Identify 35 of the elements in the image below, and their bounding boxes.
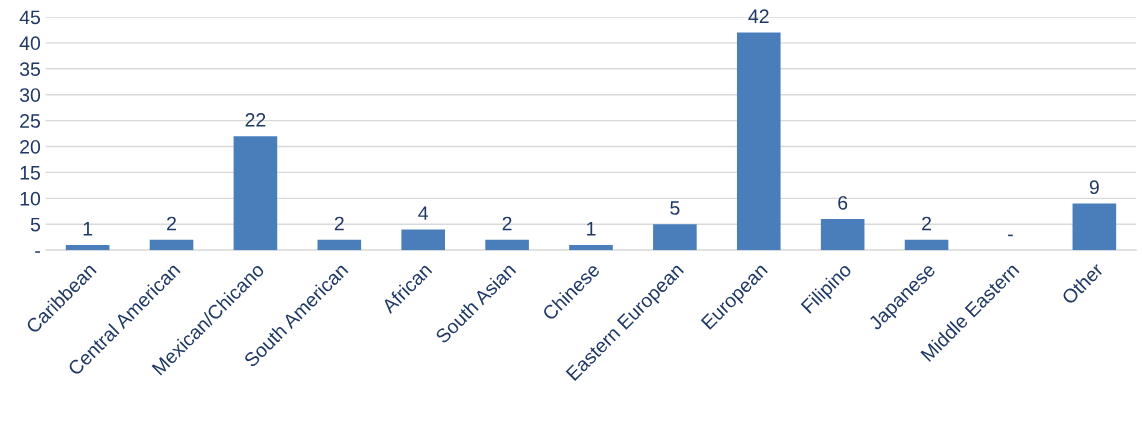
data-label: 1: [587, 222, 596, 236]
bar: [233, 136, 278, 251]
data-label: 2: [334, 216, 344, 231]
bar: [149, 239, 194, 251]
y-tick-label: 45: [19, 10, 41, 25]
data-label: 2: [502, 216, 512, 231]
data-label: -: [1008, 234, 1013, 237]
bar: [820, 219, 865, 251]
y-tick-label: 40: [19, 36, 41, 51]
data-label: 4: [418, 206, 429, 220]
y-tick-label: 25: [20, 114, 41, 128]
data-label: 9: [1089, 180, 1099, 195]
y-tick-label: 10: [20, 191, 41, 206]
data-label: 2: [167, 216, 176, 231]
y-tick-label: 15: [20, 166, 41, 180]
bar: [65, 244, 110, 251]
bar: [569, 244, 613, 251]
data-label: 22: [245, 112, 266, 127]
bar: [317, 239, 362, 251]
bar: [736, 32, 781, 251]
bar: [401, 229, 446, 251]
data-label: 42: [748, 9, 769, 23]
bar: [653, 224, 697, 251]
y-tick-label: -: [35, 251, 40, 253]
data-label: 2: [922, 216, 931, 231]
y-tick-label: 35: [19, 62, 41, 77]
y-tick-label: 30: [19, 88, 41, 102]
bar: [1072, 203, 1117, 251]
data-label: 6: [838, 195, 848, 210]
y-tick-label: 5: [30, 217, 40, 232]
data-label: 5: [670, 201, 680, 215]
bar: [485, 239, 529, 251]
bar: [904, 239, 949, 251]
y-tick-label: 20: [20, 139, 41, 154]
data-label: 1: [83, 222, 93, 236]
